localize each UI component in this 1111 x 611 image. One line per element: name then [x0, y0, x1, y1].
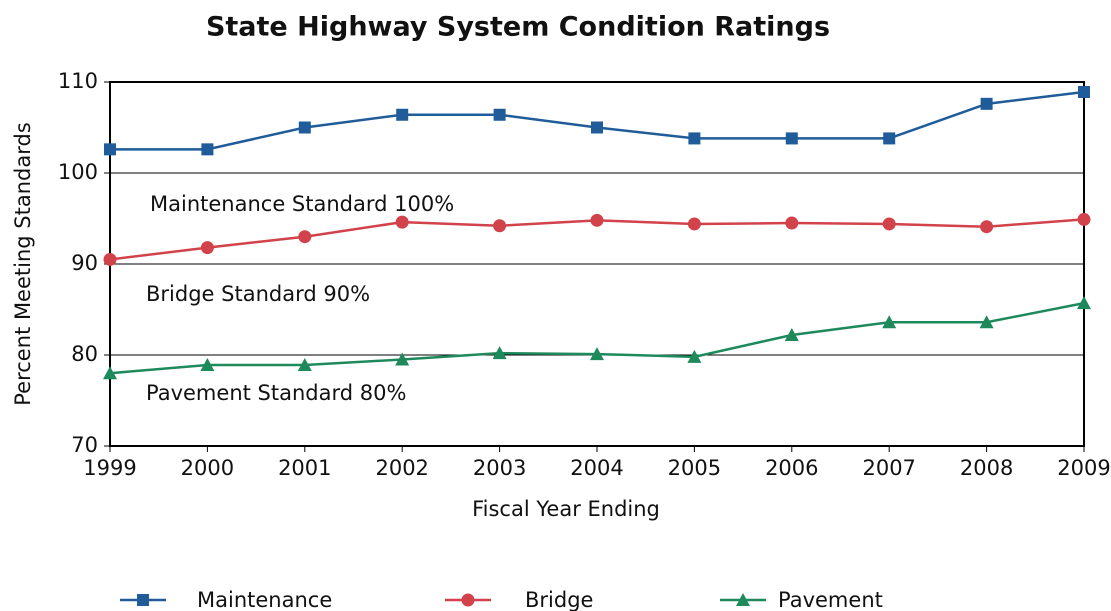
series-line — [110, 90, 1085, 151]
data-point — [492, 346, 507, 360]
data-point — [103, 252, 117, 266]
legend-marker — [736, 593, 750, 606]
data-point — [493, 219, 507, 233]
legend-marker — [461, 593, 475, 607]
y-tick-label: 110 — [58, 69, 98, 93]
data-point — [785, 132, 798, 145]
data-point — [882, 217, 896, 231]
annotation: Bridge Standard 90% — [146, 282, 370, 306]
y-tick-label: 100 — [58, 160, 98, 184]
annotation: Maintenance Standard 100% — [150, 192, 454, 216]
legend-label: Maintenance — [197, 588, 332, 611]
data-point — [297, 358, 312, 372]
data-point — [591, 121, 603, 134]
data-point — [688, 132, 701, 145]
data-point — [980, 97, 993, 110]
data-point — [201, 143, 214, 156]
x-tick-label: 1999 — [83, 456, 136, 480]
data-point — [103, 366, 117, 380]
data-point — [883, 132, 896, 145]
y-axis-label: Percent Meeting Standards — [11, 122, 35, 406]
x-tick-label: 2002 — [375, 456, 428, 480]
data-point — [1077, 296, 1091, 310]
x-tick-label: 2008 — [960, 456, 1013, 480]
data-point — [200, 358, 215, 372]
data-point — [687, 217, 701, 231]
data-point — [590, 347, 604, 361]
data-point — [396, 108, 409, 121]
legend-label: Bridge — [525, 588, 593, 611]
data-point — [687, 349, 702, 363]
data-point — [200, 241, 214, 255]
chart-title: State Highway System Condition Ratings — [206, 12, 830, 43]
data-point — [395, 215, 409, 229]
x-tick-label: 2006 — [765, 456, 818, 480]
data-point — [298, 230, 312, 244]
x-tick-label: 2001 — [278, 456, 331, 480]
x-tick-label: 2007 — [862, 456, 915, 480]
y-tick-label: 70 — [71, 433, 98, 457]
x-tick-label: 2005 — [668, 456, 721, 480]
data-point — [1077, 212, 1091, 226]
x-axis-label: Fiscal Year Ending — [472, 497, 660, 521]
y-tick-label: 90 — [71, 251, 98, 275]
x-tick-label: 2009 — [1057, 456, 1110, 480]
x-tick-label: 2000 — [181, 456, 234, 480]
y-tick-label: 80 — [71, 342, 98, 366]
data-point — [493, 108, 506, 121]
legend-label: Pavement — [778, 588, 883, 611]
annotation: Pavement Standard 80% — [146, 381, 406, 405]
data-point — [104, 143, 116, 156]
data-point — [395, 352, 410, 366]
data-point — [298, 121, 311, 134]
data-point — [1078, 86, 1090, 99]
data-point — [784, 327, 799, 341]
data-point — [882, 315, 897, 329]
data-point — [979, 315, 994, 329]
legend-marker — [137, 594, 149, 606]
data-point — [590, 213, 604, 227]
data-point — [980, 220, 994, 234]
data-point — [785, 216, 799, 230]
x-tick-label: 2004 — [570, 456, 623, 480]
x-tick-label: 2003 — [473, 456, 526, 480]
series-line — [109, 301, 1085, 375]
